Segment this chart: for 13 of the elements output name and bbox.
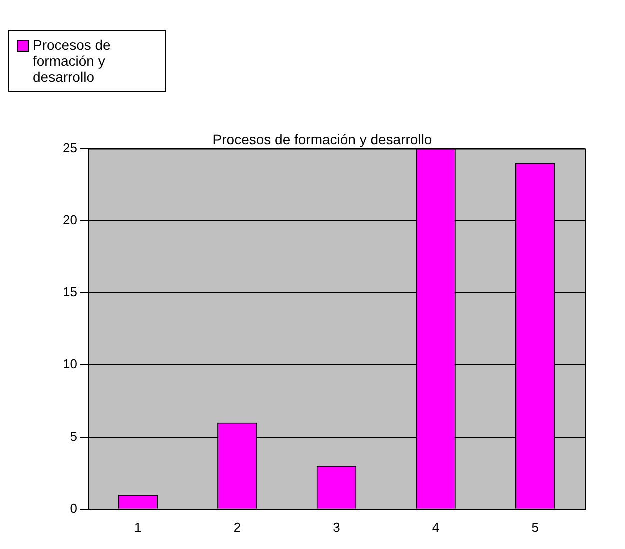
chart-title: Procesos de formación y desarrollo xyxy=(212,131,432,148)
y-tick-label: 0 xyxy=(70,500,78,516)
y-tick-label: 10 xyxy=(62,356,78,372)
x-tick-label: 3 xyxy=(333,520,340,535)
y-tick-label: 15 xyxy=(62,284,78,300)
y-tick-label: 5 xyxy=(70,428,78,444)
x-tick-label: 4 xyxy=(432,520,440,535)
legend-label: Procesos de formación y desarrollo xyxy=(33,37,112,85)
x-tick-label: 1 xyxy=(134,520,142,535)
y-tick-label: 20 xyxy=(62,212,78,228)
x-tick-label: 2 xyxy=(234,520,242,535)
x-tick-label: 5 xyxy=(532,520,539,535)
y-tick-label: 25 xyxy=(62,140,78,156)
